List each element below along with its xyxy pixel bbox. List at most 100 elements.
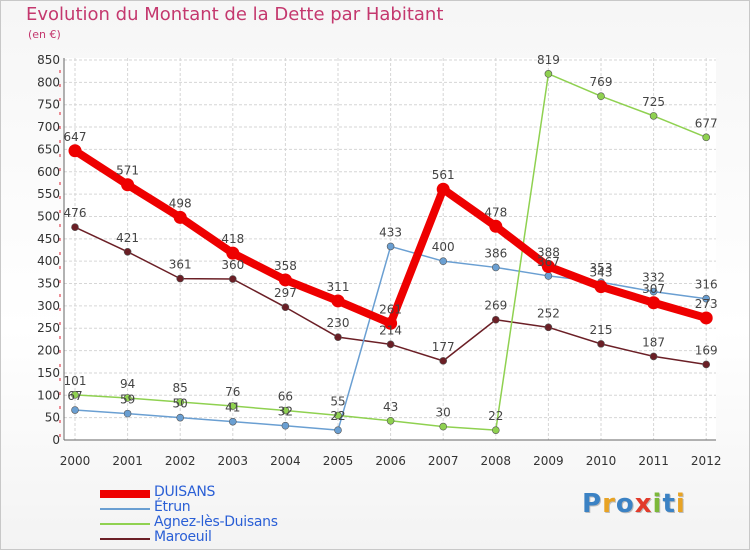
data-point — [702, 133, 711, 142]
data-point — [489, 219, 503, 233]
x-tick-label: 2011 — [638, 454, 669, 468]
data-point — [123, 409, 132, 418]
legend-label: Agnez-lès-Duisans — [154, 514, 278, 530]
y-tick-label: 500 — [37, 209, 60, 223]
data-label: 30 — [436, 406, 451, 420]
legend-swatch — [100, 490, 150, 498]
data-point — [544, 323, 553, 332]
legend-item: Étrun — [100, 499, 360, 515]
x-tick-label: 2005 — [323, 454, 354, 468]
data-point — [491, 426, 500, 434]
data-point — [439, 257, 448, 265]
data-point — [121, 178, 135, 192]
y-tick-label: 850 — [37, 53, 60, 67]
data-label: 361 — [169, 258, 192, 272]
y-tick-label: 800 — [37, 75, 60, 89]
data-label: 316 — [695, 278, 718, 292]
data-label: 66 — [278, 389, 293, 403]
data-label: 41 — [225, 401, 240, 415]
data-label: 50 — [173, 397, 188, 411]
data-point — [226, 246, 240, 260]
data-label: 343 — [590, 266, 613, 280]
data-label: 400 — [432, 240, 455, 254]
data-point — [491, 315, 500, 324]
data-label: 76 — [225, 385, 240, 399]
data-label: 418 — [221, 232, 244, 246]
data-point — [278, 273, 292, 287]
y-tick-label: 600 — [37, 165, 60, 179]
chart-title: Evolution du Montant de la Dette par Hab… — [26, 4, 444, 25]
data-label: 214 — [379, 323, 402, 337]
data-label: 307 — [642, 282, 665, 296]
data-point — [281, 303, 290, 312]
data-label: 22 — [330, 409, 345, 423]
chart-subtitle: (en €) — [28, 28, 61, 41]
y-tick-label: 100 — [37, 388, 60, 402]
data-label: 311 — [327, 280, 350, 294]
data-label: 358 — [274, 259, 297, 273]
data-point — [649, 352, 658, 361]
data-point — [699, 311, 713, 325]
data-point — [544, 272, 553, 280]
data-label: 215 — [590, 323, 613, 337]
data-point — [281, 406, 290, 415]
legend-item: DUISANS — [100, 484, 360, 500]
data-point — [71, 223, 79, 231]
data-label: 67 — [67, 389, 82, 403]
y-tick-label: 250 — [37, 321, 60, 335]
data-label: 187 — [642, 335, 665, 349]
data-point — [386, 340, 395, 349]
data-point — [386, 242, 395, 251]
data-point — [229, 402, 237, 410]
y-tick-label: 200 — [37, 344, 60, 358]
data-label: 769 — [590, 75, 613, 89]
data-point — [176, 398, 184, 406]
legend-item: Maroeuil — [100, 529, 360, 545]
y-tick-label: 450 — [37, 232, 60, 246]
data-label: 59 — [120, 393, 135, 407]
legend-swatch — [100, 538, 150, 540]
legend-label: DUISANS — [154, 484, 216, 500]
y-tick-label: 150 — [37, 366, 60, 380]
data-point — [68, 144, 82, 158]
data-label: 332 — [642, 271, 665, 285]
data-point — [649, 287, 658, 296]
x-tick-label: 2003 — [218, 454, 249, 468]
data-point — [334, 411, 342, 420]
legend-swatch — [100, 508, 150, 510]
data-label: 101 — [64, 374, 87, 388]
data-label: 353 — [590, 261, 613, 275]
legend-item: Agnez-lès-Duisans — [100, 514, 360, 530]
legend-swatch — [100, 523, 150, 525]
data-label: 360 — [221, 258, 244, 272]
data-label: 230 — [327, 316, 350, 330]
data-label: 252 — [537, 306, 560, 320]
data-label: 367 — [537, 255, 560, 269]
data-point — [597, 340, 605, 348]
data-label: 647 — [64, 130, 87, 144]
data-label: 571 — [116, 164, 139, 178]
data-label: 22 — [488, 409, 503, 423]
data-point — [384, 316, 398, 330]
data-label: 273 — [695, 297, 718, 311]
data-point — [176, 413, 184, 422]
y-tick-label: 550 — [37, 187, 60, 201]
data-point — [281, 421, 290, 430]
data-label: 94 — [120, 377, 135, 391]
data-label: 269 — [484, 299, 507, 313]
x-tick-label: 2008 — [481, 454, 512, 468]
data-label: 297 — [274, 286, 297, 300]
data-label: 476 — [64, 206, 87, 220]
data-point — [386, 416, 395, 425]
data-point — [123, 247, 132, 256]
x-tick-label: 2009 — [533, 454, 564, 468]
x-tick-label: 2012 — [691, 454, 722, 468]
x-tick-label: 2010 — [586, 454, 617, 468]
data-point — [541, 260, 555, 274]
data-point — [597, 92, 605, 101]
data-point — [71, 406, 79, 414]
data-label: 725 — [642, 95, 665, 109]
data-label: 85 — [173, 381, 188, 395]
x-tick-label: 2002 — [165, 454, 196, 468]
x-tick-label: 2007 — [428, 454, 459, 468]
